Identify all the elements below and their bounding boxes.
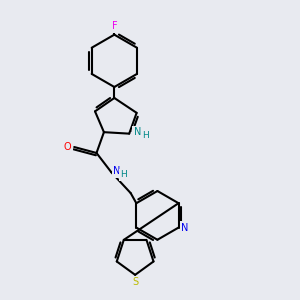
Text: O: O <box>64 142 71 152</box>
Text: N: N <box>134 127 141 137</box>
Text: N: N <box>113 167 120 176</box>
Text: N: N <box>182 223 189 232</box>
Text: H: H <box>121 170 127 179</box>
Text: F: F <box>112 21 117 32</box>
Text: H: H <box>142 130 149 140</box>
Text: S: S <box>133 277 139 287</box>
